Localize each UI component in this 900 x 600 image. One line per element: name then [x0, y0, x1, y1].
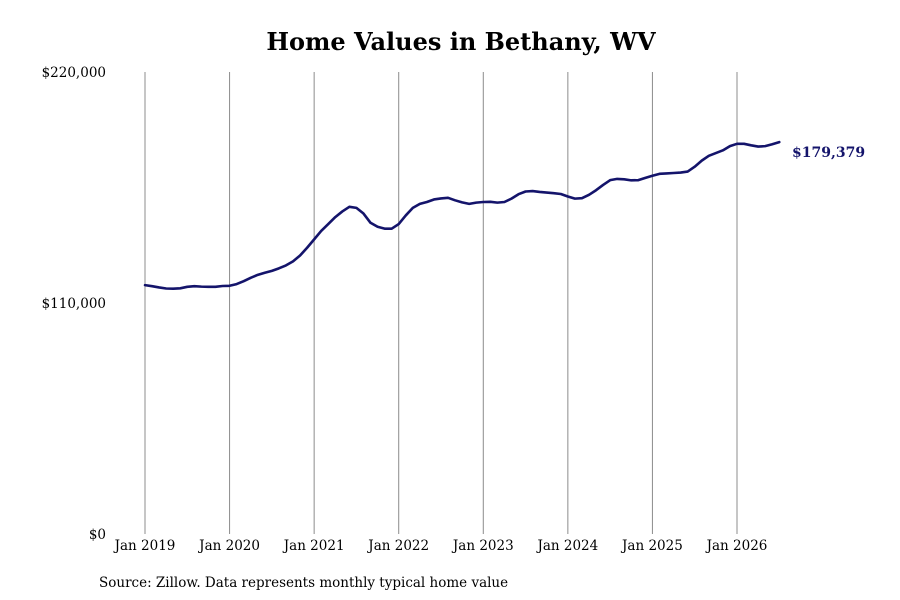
series-layer [143, 140, 781, 291]
x-tick-label: Jan 2020 [197, 538, 260, 554]
x-axis-tick-labels: Jan 2019 Jan 2020 Jan 2021 Jan 2022 Jan 2023… [113, 538, 768, 554]
x-tick-label: Jan 2019 [113, 538, 176, 554]
x-tick-label: Jan 2026 [705, 538, 768, 554]
y-tick-label: $110,000 [42, 296, 106, 312]
x-tick-label: Jan 2024 [535, 538, 598, 554]
x-tick-label: Jan 2021 [282, 538, 345, 554]
source-note: Source: Zillow. Data represents monthly … [99, 575, 508, 591]
end-value-label: $179,379 [792, 145, 865, 161]
y-tick-label: $220,000 [42, 65, 106, 81]
series-line-0 [143, 140, 781, 291]
x-tick-label: Jan 2023 [451, 538, 514, 554]
y-tick-label: $0 [89, 527, 106, 543]
vertical-gridlines [144, 72, 738, 534]
x-tick-label: Jan 2025 [620, 538, 683, 554]
chart-title: Home Values in Bethany, WV [266, 27, 656, 56]
y-axis-tick-labels: $0 $110,000 $220,000 [42, 65, 106, 543]
x-tick-label: Jan 2022 [366, 538, 429, 554]
